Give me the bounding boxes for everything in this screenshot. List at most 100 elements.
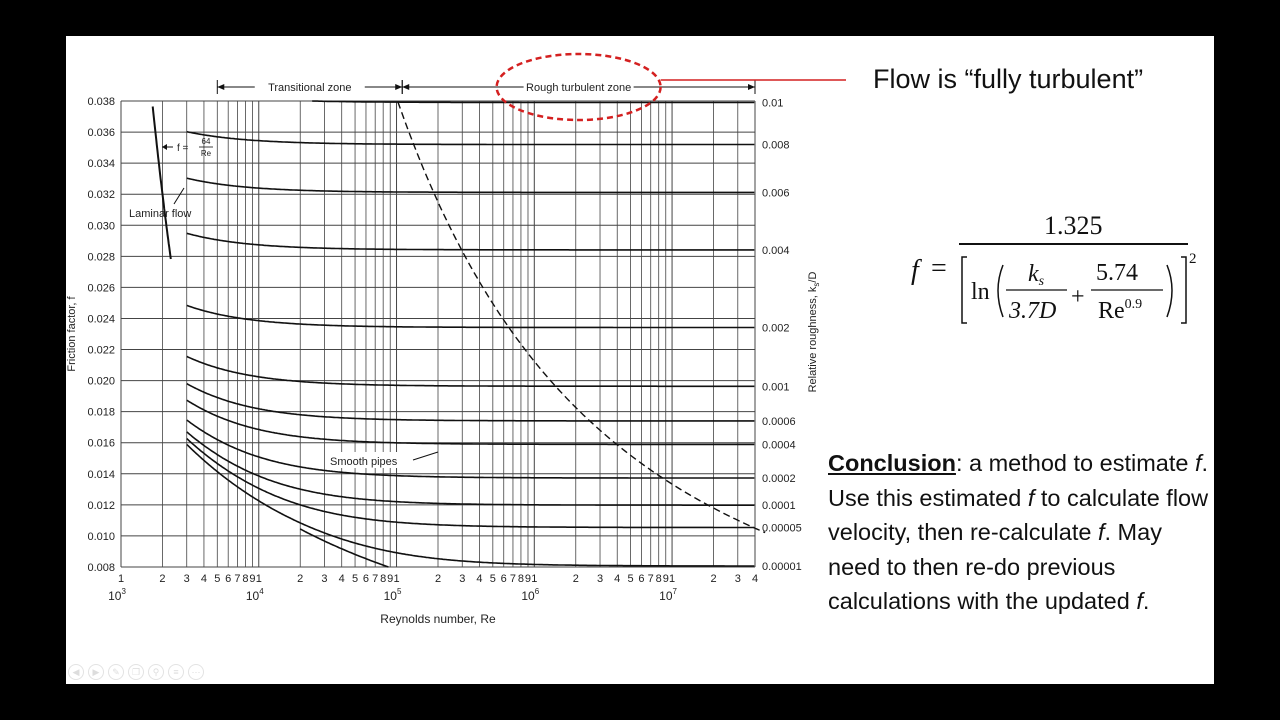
x-decade-label: 106	[521, 587, 539, 603]
x-tick-label: 2	[435, 573, 441, 585]
x-tick-label: 9	[387, 573, 393, 585]
y-tick-label: 0.008	[87, 562, 115, 574]
smooth-pointer	[412, 451, 439, 461]
copy-icon[interactable]: ❐	[128, 664, 144, 680]
formula-fraction-bar	[959, 243, 1188, 245]
transitional-zone-arrow-right	[395, 84, 403, 90]
laminar-line	[151, 106, 172, 260]
x-tick-label: 3	[597, 573, 603, 585]
x-tick-label: 3	[459, 573, 465, 585]
formula-numerator: 1.325	[1044, 211, 1103, 240]
laminar-eq-lhs: f =	[177, 143, 189, 154]
roughness-label: 0.00005	[762, 522, 802, 534]
transitional-zone-label-bg	[254, 79, 365, 95]
x-tick-label: 6	[501, 573, 507, 585]
slide: 0.038 0.036 0.034 0.032 0.030 0.028 0.026 0.024…	[66, 36, 1214, 684]
x-tick-label: 1	[393, 573, 399, 585]
y-tick-label: 0.038	[87, 96, 115, 108]
prev-icon[interactable]: ◀	[68, 664, 84, 680]
svg-text:Re0.9: Re0.9	[1098, 297, 1142, 324]
colebrook-formula: f = 1.325 ln ks 3.7D + 5.74 Re0.9 2	[911, 211, 1201, 331]
formula-power: 2	[1189, 251, 1197, 267]
right-axis-title: Relative roughness, ks/D	[807, 272, 821, 393]
svg-text:ks: ks	[1028, 261, 1045, 289]
x-tick-label: 8	[380, 573, 386, 585]
x-tick-label: 4	[752, 573, 758, 585]
rough-zone-label-bg	[523, 79, 634, 95]
y-tick-label: 0.012	[87, 500, 115, 512]
x-tick-label: 8	[656, 573, 662, 585]
transitional-zone-label: Transitional zone	[268, 82, 351, 94]
x-tick-label: 5	[628, 573, 634, 585]
roughness-curve	[186, 399, 755, 446]
x-tick-label: 7	[648, 573, 654, 585]
x-tick-label: 2	[710, 573, 716, 585]
rough-zone-label: Rough turbulent zone	[526, 82, 631, 94]
x-tick-label: 3	[184, 573, 190, 585]
x-tick-label: 6	[363, 573, 369, 585]
roughness-curve	[299, 528, 389, 568]
roughness-label: 0.0006	[762, 416, 796, 428]
pen-icon[interactable]: ✎	[108, 664, 124, 680]
next-icon[interactable]: ▶	[88, 664, 104, 680]
y-tick-label: 0.030	[87, 220, 115, 232]
roughness-curve	[186, 382, 755, 422]
roughness-curve	[186, 177, 755, 194]
roughness-curve	[186, 431, 755, 506]
y-tick-label: 0.016	[87, 438, 115, 450]
svg-text:+: +	[1071, 284, 1085, 310]
zoom-icon[interactable]: ⚲	[148, 664, 164, 680]
roughness-label: 0.004	[762, 245, 790, 257]
roughness-curve	[186, 232, 755, 251]
more-icon[interactable]: ⋯	[188, 664, 204, 680]
formula-lhs: f	[911, 255, 919, 286]
formula-ks-sub: s	[1039, 274, 1045, 289]
x-axis-title: Reynolds number, Re	[380, 612, 496, 626]
x-tick-label: 4	[201, 573, 207, 585]
roughness-curve	[186, 355, 755, 388]
formula-re: Re	[1098, 298, 1125, 324]
x-tick-label: 4	[614, 573, 620, 585]
x-tick-label: 4	[476, 573, 482, 585]
x-tick-label: 9	[525, 573, 531, 585]
laminar-flow-label: Laminar flow	[129, 208, 191, 220]
x-tick-label: 6	[225, 573, 231, 585]
x-tick-label: 7	[372, 573, 378, 585]
laminar-pointer	[173, 187, 185, 205]
y-tick-label: 0.014	[87, 469, 115, 481]
x-decade-label: 104	[246, 587, 264, 603]
x-tick-label: 9	[663, 573, 669, 585]
x-decade-label: 107	[659, 587, 677, 603]
roughness-label: 0.008	[762, 140, 790, 152]
x-tick-label: 1	[531, 573, 537, 585]
y-axis-title: Friction factor, f	[66, 295, 78, 371]
x-tick-label: 1	[118, 573, 124, 585]
moody-chart: 0.038 0.036 0.034 0.032 0.030 0.028 0.026 0.024…	[66, 52, 846, 626]
y-tick-label: 0.026	[87, 282, 115, 294]
x-decade-label: 105	[384, 587, 402, 603]
transitional-zone-arrow-left	[217, 84, 225, 90]
x-tick-label: 7	[234, 573, 240, 585]
roughness-curve	[186, 443, 755, 567]
smooth-pipes-label: Smooth pipes	[330, 456, 398, 468]
y-tick-label: 0.024	[87, 313, 115, 325]
roughness-label: 0.006	[762, 187, 790, 199]
formula-num2: 5.74	[1096, 260, 1138, 286]
x-tick-label: 6	[638, 573, 644, 585]
conclusion-text: Conclusion: a method to estimate f. Use …	[828, 450, 1209, 615]
x-tick-label: 8	[242, 573, 248, 585]
menu-icon[interactable]: ≡	[168, 664, 184, 680]
roughness-label: 0.001	[762, 381, 790, 393]
roughness-curve	[312, 100, 755, 104]
x-tick-label: 1	[669, 573, 675, 585]
laminar-eq-num: 64	[202, 137, 211, 146]
laminar-eq-arrowhead	[162, 144, 167, 150]
roughness-label: 0.01	[762, 97, 783, 109]
conclusion-label: Conclusion	[828, 450, 956, 476]
formula-ks: k	[1028, 261, 1039, 287]
x-tick-label: 9	[249, 573, 255, 585]
y-tick-label: 0.034	[87, 158, 115, 170]
y-tick-label: 0.032	[87, 189, 115, 201]
rough-zone-arrow-left	[402, 84, 410, 90]
roughness-curve	[186, 130, 755, 146]
